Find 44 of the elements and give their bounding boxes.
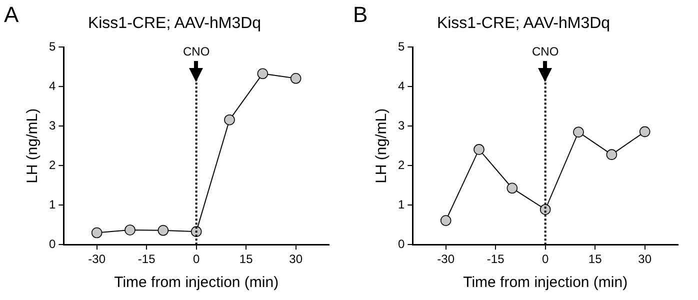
x-tick-label: 15	[239, 252, 254, 266]
y-tick-label: 0	[48, 236, 56, 251]
x-tick-label: 15	[588, 252, 602, 266]
point	[124, 224, 136, 236]
point	[290, 72, 302, 84]
y-tick-label: 1	[48, 197, 56, 212]
point	[573, 126, 584, 138]
ref-line-label: CNO	[532, 44, 559, 59]
point	[224, 114, 235, 126]
y-tick-label: 2	[48, 158, 56, 172]
x-axis-title: Time from injection (min)	[114, 274, 279, 292]
y-tick-label: 4	[398, 78, 405, 93]
point	[506, 182, 518, 194]
text: A	[4, 2, 19, 28]
y-tick-label: 3	[48, 118, 56, 132]
x-tick-label: -30	[437, 252, 455, 266]
point	[474, 144, 484, 155]
y-axis-title: LH (ng/mL)	[373, 108, 390, 184]
x-tick-label: 30	[638, 252, 652, 266]
y-tick-label: 1	[398, 197, 405, 212]
y-axis-title: LH (ng/mL)	[24, 108, 42, 184]
point	[606, 149, 618, 160]
x-tick-label: -15	[486, 252, 505, 266]
x-tick-label: 0	[542, 252, 549, 266]
point	[91, 227, 102, 238]
x-tick-label: 30	[289, 252, 303, 266]
point	[257, 68, 268, 80]
chart-title: Kiss1-CRE; AAV-hM3Dq	[436, 15, 610, 32]
x-tick-label: -30	[88, 252, 106, 266]
point	[158, 224, 169, 236]
ref-line-label: CNO	[183, 44, 210, 59]
point	[639, 126, 650, 138]
y-tick-label: 0	[398, 236, 405, 251]
text: B	[353, 2, 368, 28]
point	[440, 215, 452, 226]
x-tick-label: 0	[192, 252, 200, 266]
y-tick-label: 2	[398, 158, 405, 172]
y-tick-label: 3	[398, 118, 405, 132]
chart-title: Kiss1-CRE; AAV-hM3Dq	[88, 15, 262, 32]
y-tick-label: 5	[48, 40, 56, 54]
x-tick-label: -15	[138, 252, 156, 266]
x-axis-title: Time from injection (min)	[463, 274, 628, 292]
y-tick-label: 5	[398, 40, 405, 54]
y-tick-label: 4	[48, 78, 56, 93]
